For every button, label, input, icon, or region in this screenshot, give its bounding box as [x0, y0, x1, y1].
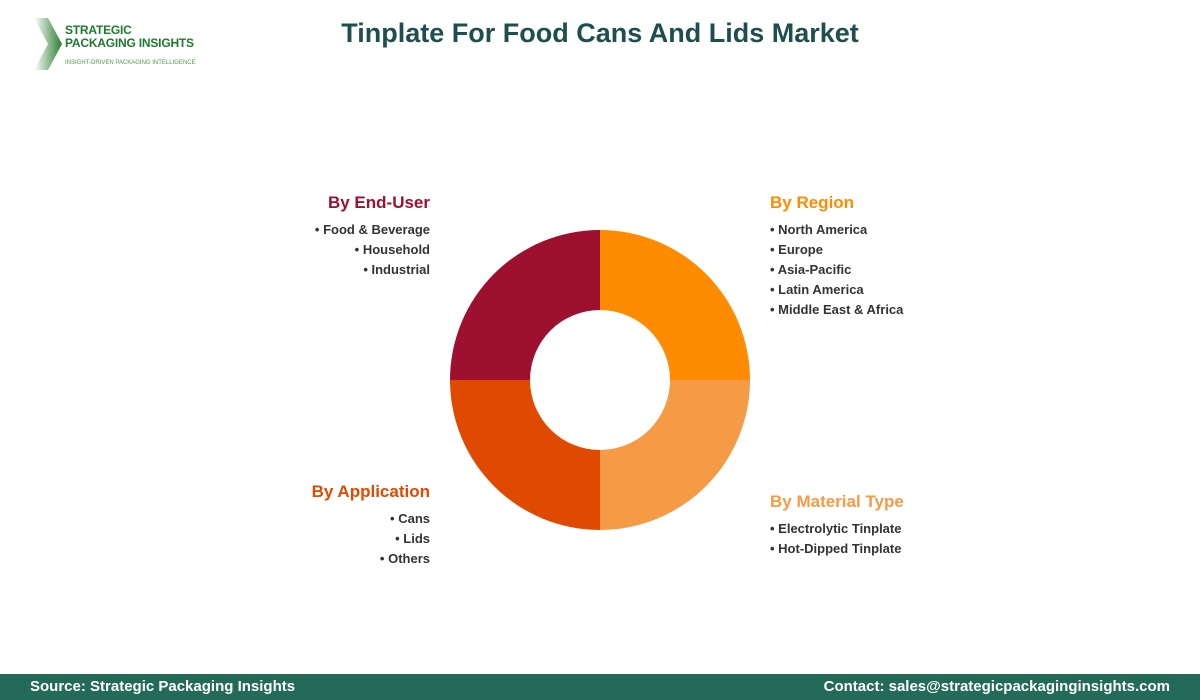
page-title: Tinplate For Food Cans And Lids Market	[341, 18, 859, 48]
list-item: North America	[770, 220, 903, 240]
segment-title-material-type: By Material Type	[770, 492, 904, 511]
application-list: Cans Lids Others	[380, 509, 430, 569]
list-item: Asia-Pacific	[770, 260, 903, 280]
logo-name: STRATEGIC PACKAGING INSIGHTS	[65, 23, 194, 50]
source-text: Source: Strategic Packaging Insights	[30, 678, 296, 695]
segment-title-application: By Application	[311, 482, 430, 501]
list-item: Hot-Dipped Tinplate	[770, 539, 901, 559]
donut-segment-by-application	[450, 380, 600, 530]
list-item: Middle East & Africa	[770, 300, 903, 320]
donut-segment-by-end-user	[450, 230, 600, 380]
list-item: Others	[380, 549, 430, 569]
logo-chevron-icon	[34, 18, 62, 70]
footer: Source: Strategic Packaging Insights Con…	[0, 674, 1200, 700]
segment-title-end-user: By End-User	[327, 193, 430, 212]
list-item: Cans	[380, 509, 430, 529]
list-item: Europe	[770, 240, 903, 260]
donut-segment-by-region	[600, 230, 750, 380]
list-item: Lids	[380, 529, 430, 549]
list-item: Electrolytic Tinplate	[770, 519, 901, 539]
end-user-list: Food & Beverage Household Industrial	[315, 220, 430, 280]
logo: STRATEGIC PACKAGING INSIGHTS INSIGHT-DRIV…	[30, 18, 210, 73]
list-item: Food & Beverage	[315, 220, 430, 240]
donut-segment-by-material-type	[600, 380, 750, 530]
contact-text: Contact: sales@strategicpackaginginsight…	[823, 678, 1170, 695]
segment-title-region: By Region	[770, 193, 855, 212]
list-item: Household	[315, 240, 430, 260]
list-item: Latin America	[770, 280, 903, 300]
region-list: North America Europe Asia-Pacific Latin …	[770, 220, 904, 320]
material-type-list: Electrolytic Tinplate Hot-Dipped Tinplat…	[770, 519, 901, 559]
list-item: Industrial	[315, 260, 430, 280]
logo-tagline: INSIGHT-DRIVEN PACKAGING INTELLIGENCE	[65, 60, 196, 66]
